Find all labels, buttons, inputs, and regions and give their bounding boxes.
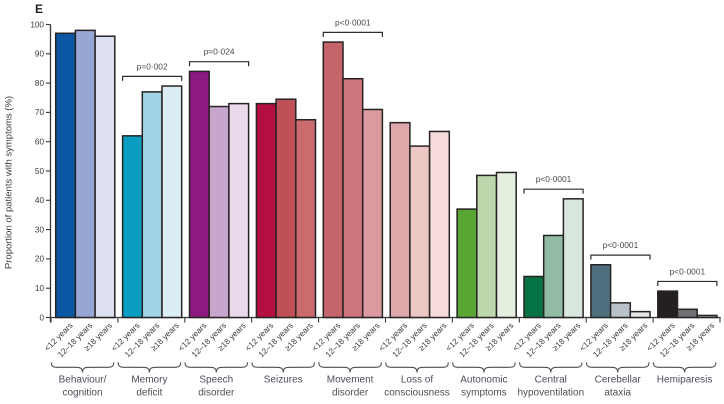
category-brace <box>385 362 449 373</box>
significance-bracket <box>188 61 250 67</box>
bar-autonomic-symptoms-12-years <box>456 208 478 319</box>
p-value-label: p<0·0001 <box>670 266 706 276</box>
category-label-hemiparesis: Hemiparesis <box>657 375 713 386</box>
category-brace <box>519 362 583 373</box>
y-tick-label: 40 <box>35 196 45 205</box>
significance-bracket <box>657 280 718 286</box>
y-axis-title: Proportion of patients with symptoms (%) <box>4 96 15 269</box>
p-value-label: p=0·024 <box>204 47 235 57</box>
category-brace <box>50 362 115 373</box>
significance-bracket <box>122 75 183 81</box>
category-label-memory-deficit: deficit <box>136 388 162 399</box>
bar-movement-disorder-12-18-years <box>342 77 364 319</box>
category-label-behaviour-cognition: cognition <box>62 388 102 399</box>
y-tick-label: 20 <box>35 255 45 264</box>
bar-behaviour-cognition-12-years <box>54 32 77 319</box>
y-tick-label: 70 <box>35 108 45 117</box>
p-value-label: p<0·0001 <box>603 240 639 250</box>
bar-speech-disorder-12-years <box>188 70 210 319</box>
bar-seizures-18-years <box>295 118 317 319</box>
category-label-autonomic-symptoms: symptoms <box>461 388 507 399</box>
y-tick-label: 30 <box>35 225 45 234</box>
category-label-movement-disorder: disorder <box>332 388 369 399</box>
category-brace <box>184 362 249 373</box>
bar-behaviour-cognition-12-18-years <box>74 29 96 319</box>
category-label-cerebellar-ataxia: Cerebellar <box>595 375 642 386</box>
bar-autonomic-symptoms-18-years <box>495 171 517 319</box>
category-label-central-hypoventilation: hypoventilation <box>517 388 584 399</box>
bar-movement-disorder-12-years <box>322 41 344 319</box>
category-label-seizures: Seizures <box>264 375 303 386</box>
bar-cerebellar-ataxia-12-18-years <box>609 302 632 319</box>
bar-loss-of-consciousness-12-years <box>389 121 411 319</box>
bar-speech-disorder-12-18-years <box>208 105 230 319</box>
category-label-cerebellar-ataxia: ataxia <box>604 388 631 399</box>
y-tick-label: 60 <box>35 138 45 147</box>
y-tick-label: 0 <box>39 313 44 322</box>
significance-bracket <box>523 188 584 194</box>
p-value-label: p<0·0001 <box>335 17 371 27</box>
bar-cerebellar-ataxia-18-years <box>629 310 651 319</box>
category-label-autonomic-symptoms: Autonomic <box>460 375 507 386</box>
category-brace <box>318 362 382 373</box>
p-value-label: p=0·002 <box>137 61 168 71</box>
category-label-loss-of-consciousness: consciousness <box>384 388 450 399</box>
category-label-loss-of-consciousness: Loss of <box>401 375 433 386</box>
bar-loss-of-consciousness-18-years <box>428 130 451 319</box>
y-tick-label: 10 <box>35 284 45 293</box>
bar-memory-deficit-18-years <box>161 85 183 319</box>
bar-speech-disorder-18-years <box>228 102 250 319</box>
bar-central-hypoventilation-18-years <box>562 198 584 319</box>
category-brace <box>585 362 650 373</box>
p-value-label: p<0·0001 <box>536 174 572 184</box>
y-tick-label: 80 <box>35 79 45 88</box>
bar-behaviour-cognition-18-years <box>94 35 116 319</box>
category-brace <box>117 362 182 373</box>
bar-cerebellar-ataxia-12-years <box>590 264 612 319</box>
category-label-behaviour-cognition: Behaviour/ <box>59 375 107 386</box>
bar-loss-of-consciousness-12-18-years <box>409 145 431 319</box>
category-label-central-hypoventilation: Central <box>535 375 567 386</box>
category-label-movement-disorder: Movement <box>327 375 374 386</box>
bar-memory-deficit-12-18-years <box>141 91 163 319</box>
bar-central-hypoventilation-12-18-years <box>542 234 565 319</box>
category-label-speech-disorder: disorder <box>198 388 235 399</box>
category-brace <box>452 362 516 373</box>
panel-label: E <box>35 2 44 16</box>
bar-hemiparesis-12-18-years <box>676 308 698 319</box>
bar-autonomic-symptoms-12-18-years <box>476 174 498 319</box>
category-label-memory-deficit: Memory <box>131 375 167 386</box>
bar-seizures-12-18-years <box>275 98 297 319</box>
y-tick-label: 100 <box>30 20 44 29</box>
y-tick-label: 50 <box>35 167 45 176</box>
bar-central-hypoventilation-12-years <box>523 275 545 319</box>
category-brace <box>652 362 717 373</box>
bar-hemiparesis-12-years <box>657 290 679 319</box>
y-tick-label: 90 <box>35 50 45 59</box>
significance-bracket <box>322 31 383 37</box>
bar-memory-deficit-12-years <box>121 135 144 319</box>
significance-bracket <box>590 254 651 260</box>
bar-movement-disorder-18-years <box>361 108 384 319</box>
category-label-speech-disorder: Speech <box>199 375 233 386</box>
category-brace <box>251 362 315 373</box>
bar-seizures-12-years <box>255 102 277 319</box>
bar-hemiparesis-18-years <box>696 314 718 319</box>
